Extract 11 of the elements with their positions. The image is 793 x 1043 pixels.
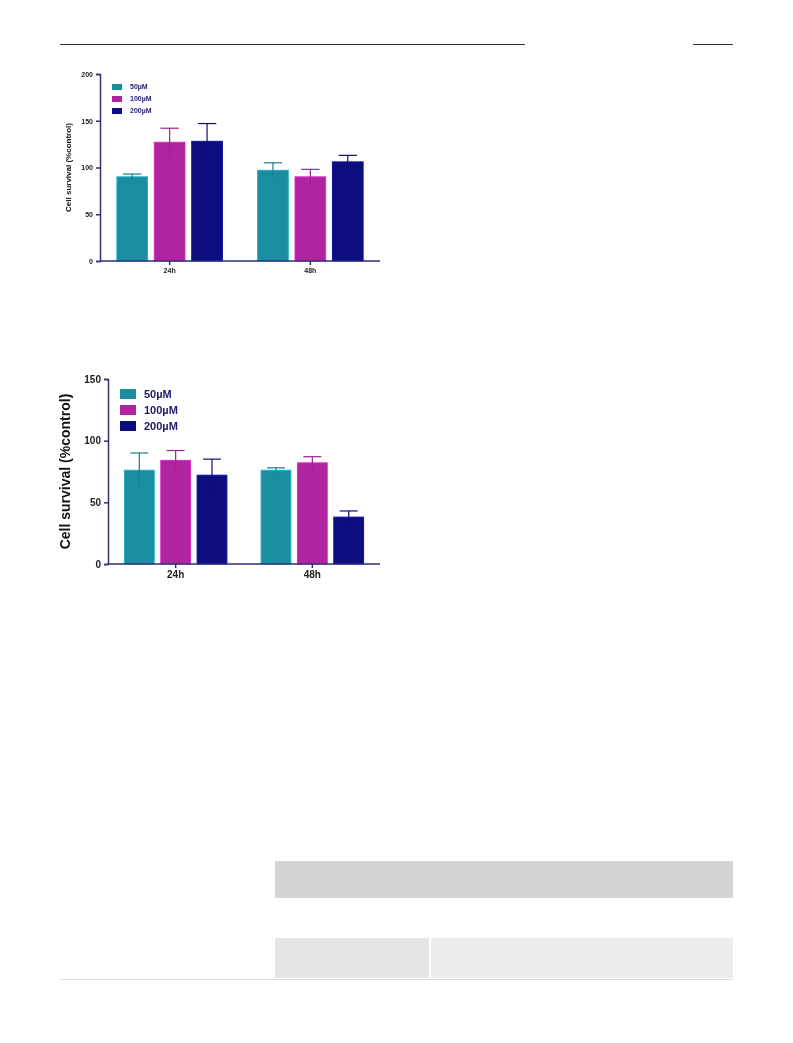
legend-label: 200µM: [144, 419, 178, 432]
y-tick-label: 150: [84, 373, 102, 385]
y-tick-label: 0: [95, 558, 102, 570]
x-tick-label: 48h: [303, 569, 321, 581]
legend-label: 100µM: [144, 403, 178, 416]
x-tick-label: 24h: [167, 569, 185, 581]
y-axis-title: Cell survival (%control): [57, 393, 73, 550]
y-tick-label: 50: [89, 497, 102, 509]
y-tick-label: 100: [84, 435, 102, 447]
legend-label: 50µM: [144, 387, 172, 400]
y-axis-title: Cell survival (%control): [64, 122, 73, 212]
